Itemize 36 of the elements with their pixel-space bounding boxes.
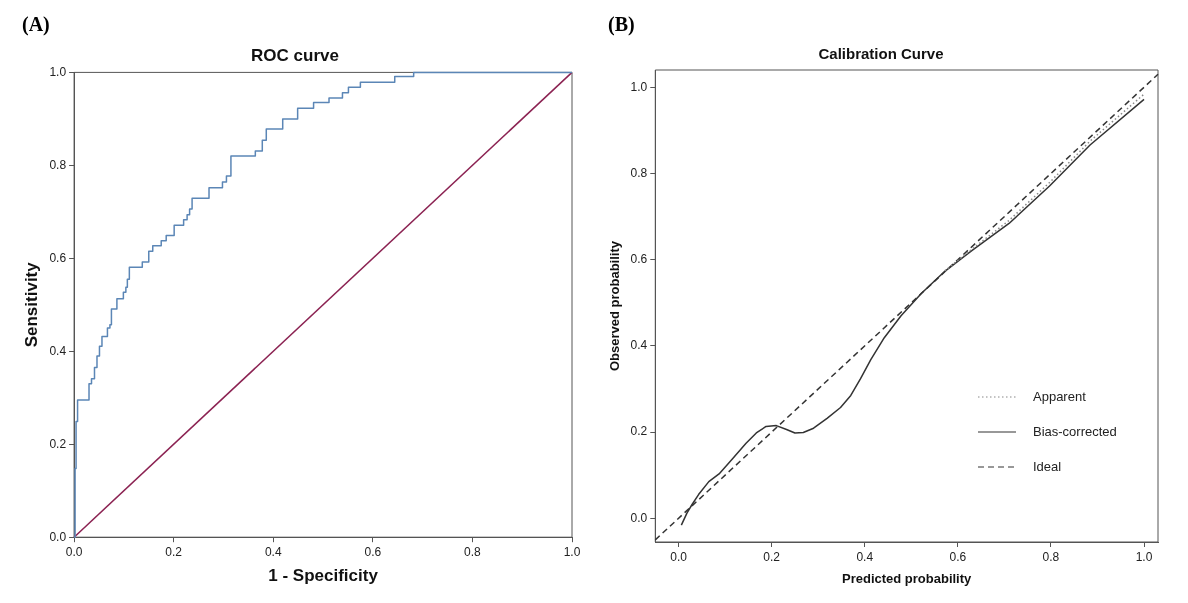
line-series — [944, 93, 1145, 272]
y-tick-label: 0.0 — [630, 510, 648, 525]
y-tick-label: 0.4 — [630, 338, 648, 353]
y-tick-label: 1.0 — [630, 79, 648, 94]
x-tick-label: 0.2 — [763, 549, 781, 564]
legend-label: Bias-corrected — [1033, 423, 1117, 439]
x-tick-label: 0.6 — [364, 544, 382, 559]
x-tick-label: 0.0 — [670, 549, 688, 564]
y-tick-label: 0.6 — [49, 250, 67, 265]
x-tick-label: 0.2 — [165, 544, 183, 559]
x-tick-label: 0.8 — [464, 544, 482, 559]
x-tick-label: 0.6 — [949, 549, 967, 564]
chart-title: ROC curve — [251, 45, 339, 65]
text: (B) — [608, 13, 635, 37]
x-axis-title: Predicted probability — [841, 570, 973, 586]
x-tick-label: 0.4 — [856, 549, 874, 564]
y-tick-label: 0.2 — [49, 436, 67, 451]
x-tick-label: 1.0 — [563, 544, 581, 559]
chart-title: Calibration Curve — [818, 45, 944, 63]
y-tick-label: 1.0 — [49, 64, 67, 79]
y-tick-label: 0.8 — [49, 157, 67, 172]
y-tick-label: 0.6 — [630, 251, 648, 266]
x-tick-label: 0.0 — [65, 544, 83, 559]
y-axis-title: Sensitivity — [21, 261, 41, 348]
legend-label: Apparent — [1033, 388, 1087, 404]
x-tick-label: 1.0 — [1135, 549, 1153, 564]
y-tick-label: 0.2 — [630, 424, 648, 439]
y-axis-title: Observed probability — [607, 240, 623, 372]
y-tick-label: 0.8 — [630, 165, 648, 180]
y-tick-label: 0.4 — [49, 343, 67, 358]
y-tick-label: 0.0 — [49, 529, 67, 544]
text: (A) — [22, 13, 50, 37]
x-tick-label: 0.8 — [1042, 549, 1060, 564]
x-tick-label: 0.4 — [264, 544, 282, 559]
legend-label: Ideal — [1033, 458, 1062, 474]
x-axis-title: 1 - Specificity — [268, 566, 379, 586]
